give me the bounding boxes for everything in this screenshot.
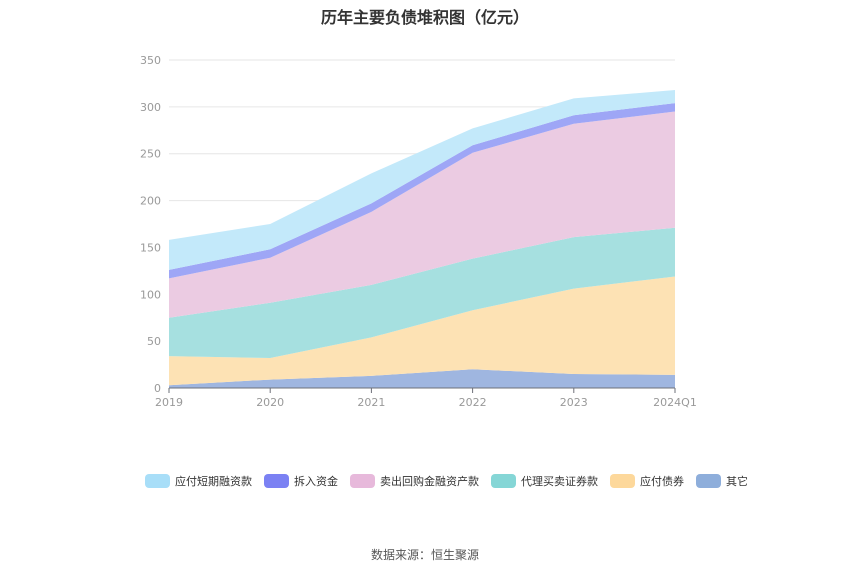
legend-label: 其它 xyxy=(726,475,748,488)
x-tick-label: 2019 xyxy=(155,396,183,409)
legend-swatch xyxy=(145,474,170,488)
x-tick-label: 2022 xyxy=(459,396,487,409)
y-tick-label: 250 xyxy=(140,148,161,161)
x-tick-label: 2023 xyxy=(560,396,588,409)
y-tick-label: 50 xyxy=(147,335,161,348)
legend-label: 应付短期融资款 xyxy=(175,475,252,488)
y-tick-label: 350 xyxy=(140,54,161,67)
legend-item[interactable]: 其它 xyxy=(696,473,748,489)
area-应付短期融资款 xyxy=(169,89,675,270)
area-代理买卖证券款 xyxy=(169,227,675,359)
legend-swatch xyxy=(696,474,721,488)
legend-item[interactable]: 应付债券 xyxy=(610,473,684,489)
y-tick-label: 0 xyxy=(154,382,161,395)
area-应付债券 xyxy=(169,276,675,386)
x-tick-label: 2021 xyxy=(357,396,385,409)
chart-title: 历年主要负债堆积图（亿元） xyxy=(320,8,529,27)
legend-item[interactable]: 卖出回购金融资产款 xyxy=(350,473,479,489)
area-卖出回购金融资产款 xyxy=(169,111,675,318)
legend-item[interactable]: 拆入资金 xyxy=(264,473,338,489)
data-source: 数据来源：恒生聚源 xyxy=(370,548,479,562)
legend-item[interactable]: 代理买卖证券款 xyxy=(491,473,598,489)
stacked-area-chart: 0 50 100 150 200 250 300 350 2019 2020 2021 2022 202… xyxy=(140,54,697,409)
legend-label: 代理买卖证券款 xyxy=(521,475,598,488)
y-tick-label: 150 xyxy=(140,241,161,254)
legend-swatch xyxy=(491,474,516,488)
legend-label: 拆入资金 xyxy=(294,475,338,488)
y-tick-label: 200 xyxy=(140,195,161,208)
area-其它 xyxy=(169,369,675,388)
legend-item[interactable]: 应付短期融资款 xyxy=(145,473,252,489)
x-tick-label: 2024Q1 xyxy=(653,396,697,409)
area-拆入资金 xyxy=(169,103,675,279)
chart-legend: 应付短期融资款 拆入资金 卖出回购金融资产款 代理买卖证券款 应付债券 其它 xyxy=(145,473,765,489)
legend-label: 应付债券 xyxy=(640,475,684,488)
legend-swatch xyxy=(264,474,289,488)
legend-label: 卖出回购金融资产款 xyxy=(380,475,479,488)
y-tick-label: 100 xyxy=(140,288,161,301)
legend-swatch xyxy=(350,474,375,488)
x-tick-label: 2020 xyxy=(256,396,284,409)
y-tick-label: 300 xyxy=(140,101,161,114)
legend-swatch xyxy=(610,474,635,488)
